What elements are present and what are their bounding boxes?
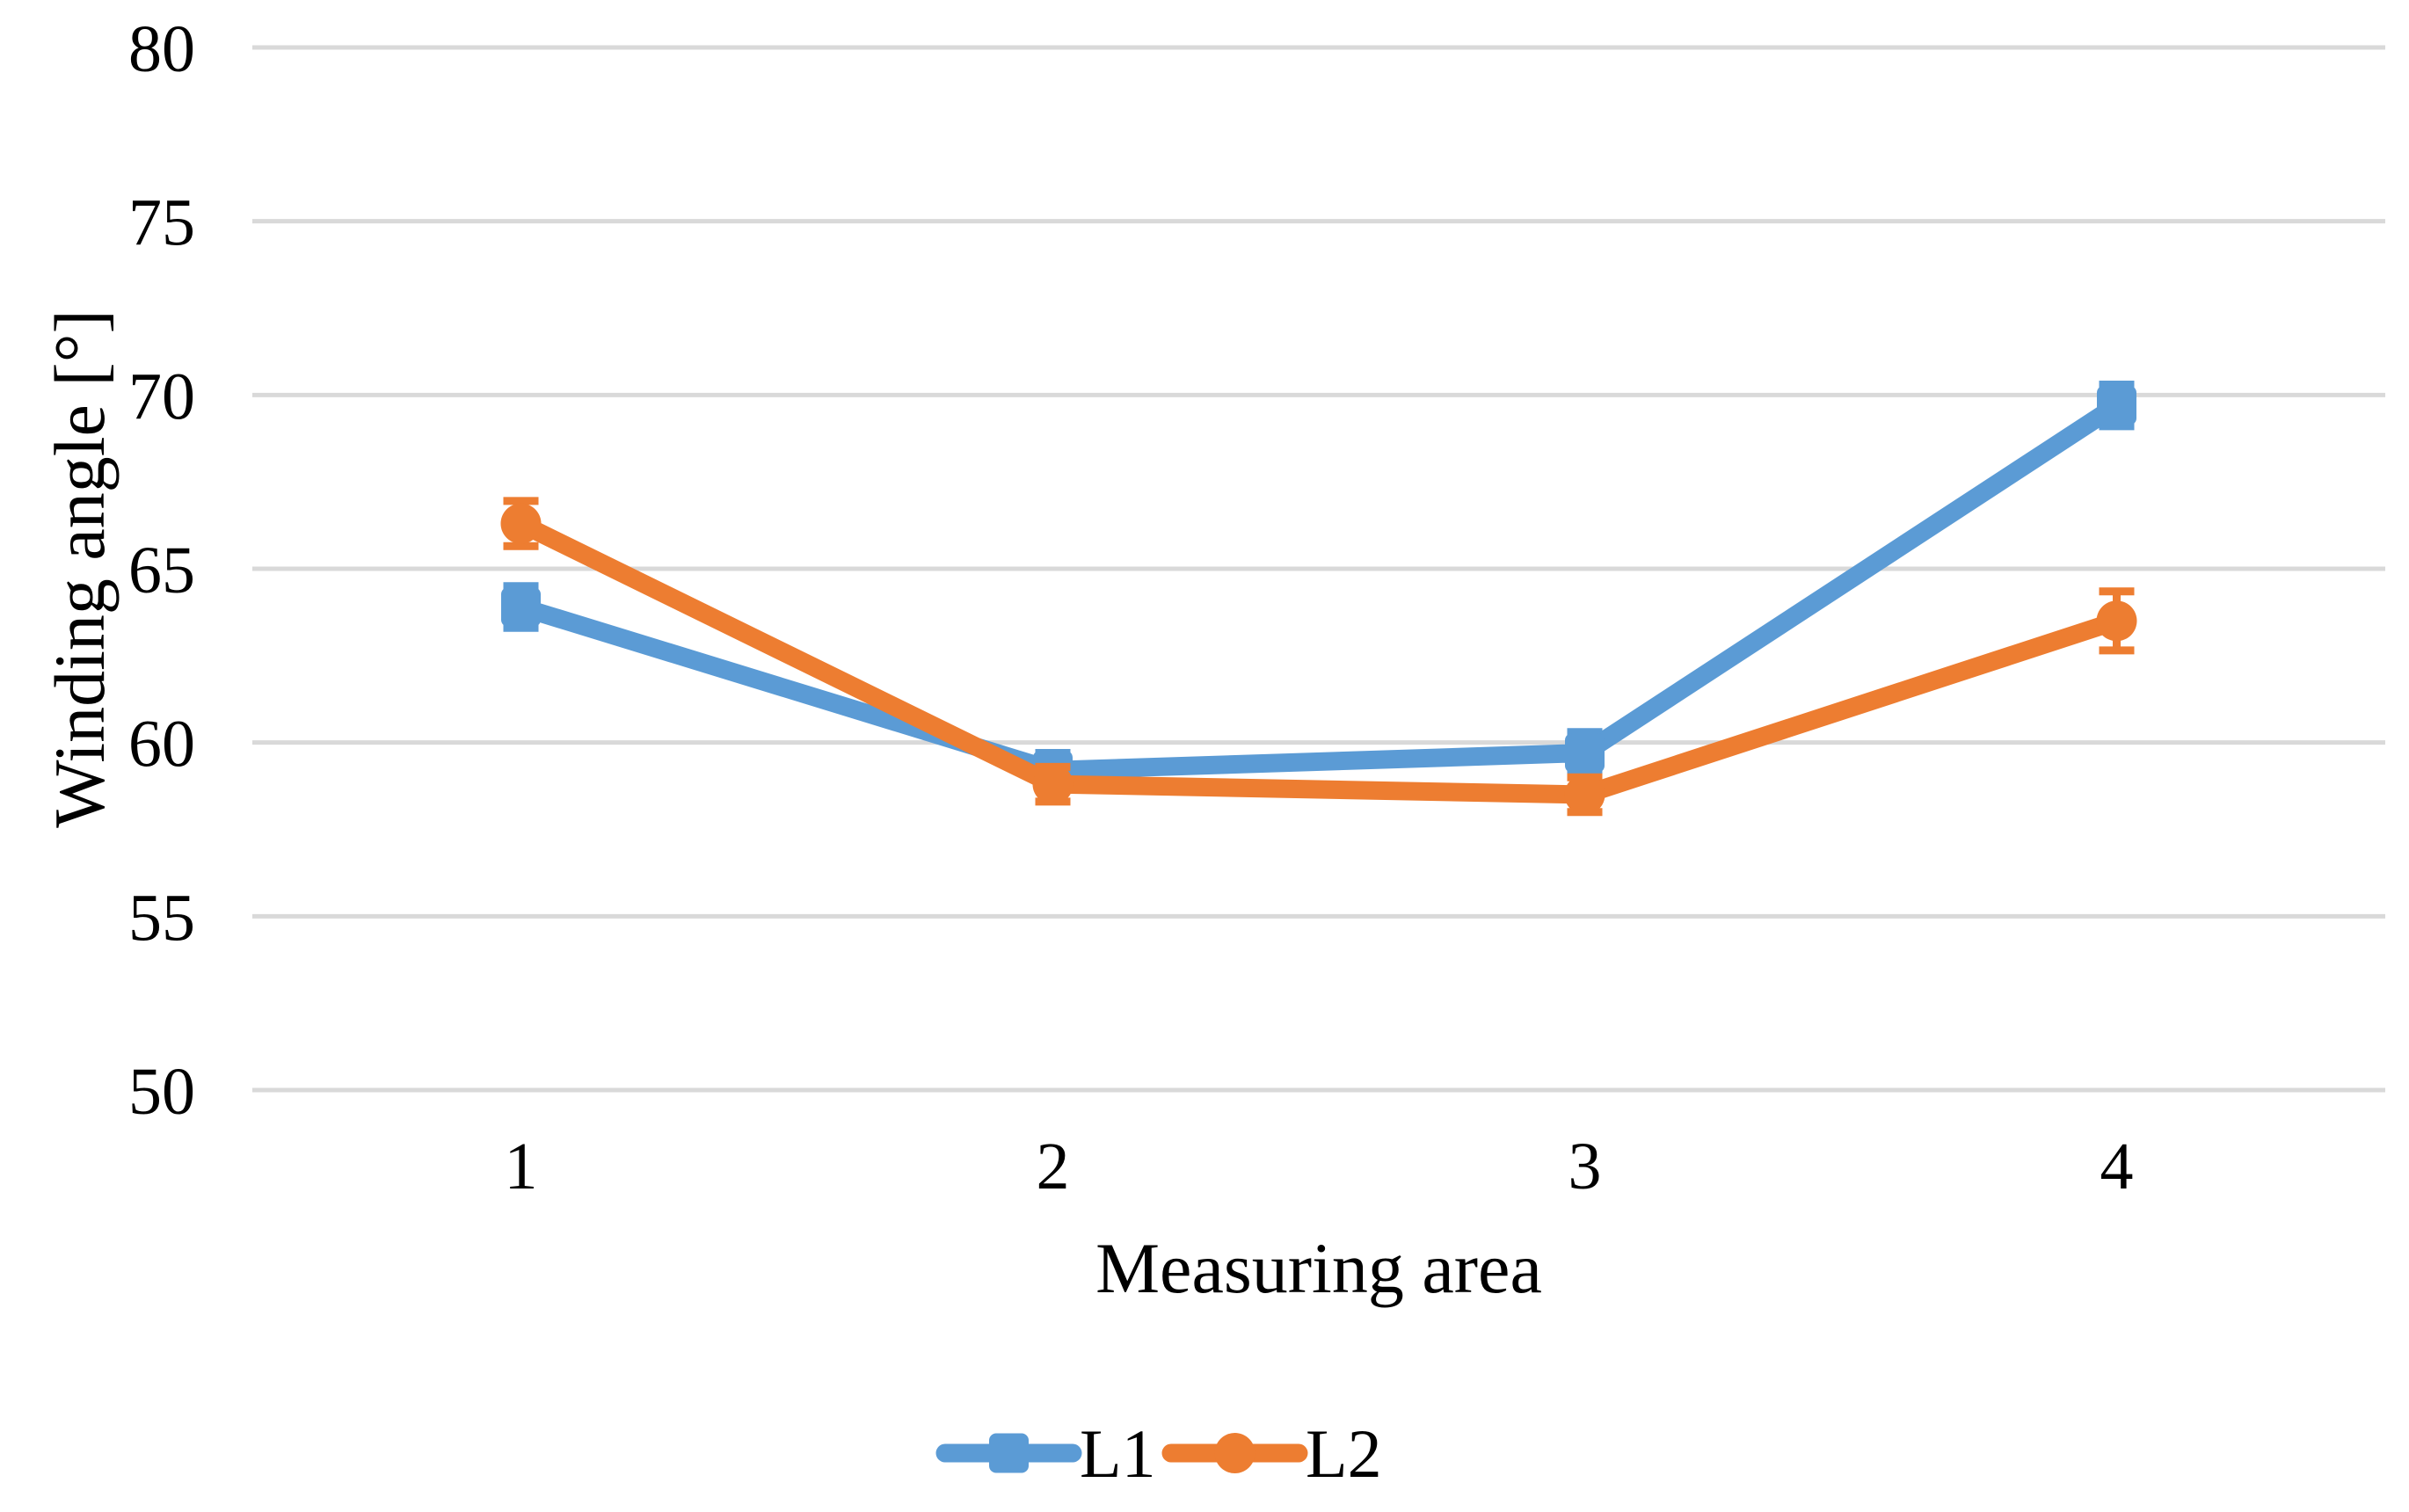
legend-label-L2: L2 (1306, 1415, 1382, 1492)
gridlines-layer (252, 45, 2385, 1093)
data-point-L1-4 (2097, 385, 2136, 425)
legend-item-L2: L2 (1161, 1415, 1382, 1492)
y-tick-label-80: 80 (128, 12, 195, 86)
series-L2 (500, 497, 2137, 817)
data-point-L2-4 (2096, 600, 2137, 642)
data-point-L2-1 (500, 503, 542, 544)
y-tick-label-60: 60 (128, 708, 195, 781)
series-layer (500, 380, 2137, 817)
series-L1 (501, 380, 2136, 792)
y-tick-label-65: 65 (128, 534, 195, 607)
series-line-L2 (512, 514, 2126, 804)
data-point-L1-1 (501, 586, 541, 627)
x-axis-title: Measuring area (1095, 1228, 1542, 1308)
y-axis-title: Winding angle [°] (40, 309, 120, 828)
legend-label-L1: L1 (1080, 1415, 1156, 1492)
legend-marker-L2 (1214, 1433, 1255, 1473)
legend: L1 L2 (935, 1415, 1382, 1492)
x-tick-label-3: 3 (1568, 1130, 1602, 1203)
legend-marker-L1 (989, 1433, 1029, 1473)
data-point-L1-3 (1565, 733, 1605, 774)
legend-item-L1: L1 (935, 1415, 1156, 1492)
y-tick-label-70: 70 (128, 360, 195, 433)
y-tick-label-50: 50 (128, 1055, 195, 1129)
data-point-L2-3 (1564, 774, 1605, 815)
series-line-L1 (512, 396, 2126, 780)
axis-labels-layer: 50 55 60 65 70 75 80 1 2 3 4 (128, 12, 2134, 1203)
data-point-L2-2 (1032, 764, 1073, 805)
x-tick-label-2: 2 (1037, 1130, 1070, 1203)
x-tick-label-1: 1 (505, 1130, 538, 1203)
y-tick-label-55: 55 (128, 881, 195, 955)
x-tick-label-4: 4 (2100, 1130, 2134, 1203)
y-tick-label-75: 75 (128, 186, 195, 260)
